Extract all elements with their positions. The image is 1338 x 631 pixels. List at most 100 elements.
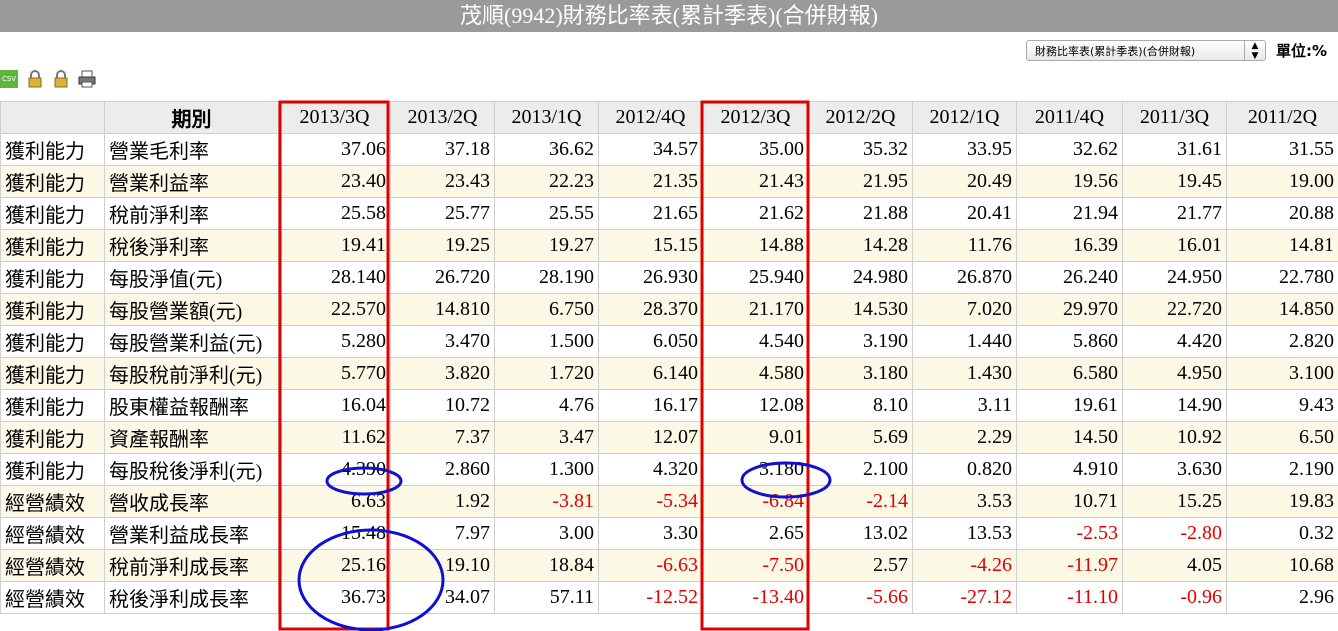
period-header: 2013/2Q (390, 101, 495, 134)
category-cell: 獲利能力 (0, 357, 105, 390)
header-cell (0, 101, 105, 134)
print-icon[interactable] (78, 70, 96, 88)
value-cell: 14.81 (1226, 229, 1338, 262)
category-cell: 經營績效 (0, 581, 105, 614)
data-row: 獲利能力 每股營業利益(元) 5.280 3.470 1.500 6.050 4.540 3.… (0, 325, 1338, 358)
title-bar: 茂順(9942)財務比率表(累計季表)(合併財報) (0, 0, 1338, 32)
value-cell: 5.69 (808, 421, 913, 454)
item-cell: 每股稅前淨利(元) (104, 357, 279, 390)
value-cell: -13.40 (702, 581, 809, 614)
value-cell: 5.860 (1016, 325, 1123, 358)
data-row: 獲利能力 每股稅後淨利(元) 4.390 2.860 1.300 4.320 3.180 2.… (0, 453, 1338, 486)
data-row: 經營績效 稅後淨利成長率 36.73 34.07 57.11 -12.52 -13.40 -5… (0, 581, 1338, 614)
value-cell: 15.15 (598, 229, 703, 262)
value-cell: 18.84 (494, 549, 599, 582)
value-cell: 4.540 (702, 325, 809, 358)
value-cell: 16.17 (598, 389, 703, 422)
data-row: 獲利能力 股東權益報酬率 16.04 10.72 4.76 16.17 12.08 8.10 3… (0, 389, 1338, 422)
value-cell: 1.300 (494, 453, 599, 486)
category-cell: 獲利能力 (0, 421, 105, 454)
report-select[interactable]: 財務比率表(累計季表)(合併財報) ▲ ▼ (1026, 40, 1266, 61)
value-cell: 21.77 (1122, 197, 1227, 230)
item-cell: 營業毛利率 (104, 133, 279, 166)
value-cell: -7.50 (702, 549, 809, 582)
period-header: 2011/2Q (1226, 101, 1338, 134)
select-arrow: ▲ ▼ (1244, 41, 1265, 61)
value-cell: 28.370 (598, 293, 703, 326)
value-cell: 20.41 (912, 197, 1017, 230)
value-cell: 21.170 (702, 293, 809, 326)
value-cell: 6.750 (494, 293, 599, 326)
item-cell: 每股營業額(元) (104, 293, 279, 326)
value-cell: 14.90 (1122, 389, 1227, 422)
item-cell: 營業利益率 (104, 165, 279, 198)
value-cell: 5.770 (278, 357, 391, 390)
period-header: 2012/3Q (702, 101, 809, 134)
value-cell: 36.73 (278, 581, 391, 614)
csv-button[interactable]: CSV (0, 70, 18, 88)
period-header: 2013/3Q (278, 101, 391, 134)
period-header: 2011/4Q (1016, 101, 1123, 134)
category-cell: 獲利能力 (0, 133, 105, 166)
value-cell: 19.10 (390, 549, 495, 582)
value-cell: 32.62 (1016, 133, 1123, 166)
data-row: 經營績效 營收成長率 6.63 1.92 -3.81 -5.34 -6.84 -2.14 3.5… (0, 485, 1338, 518)
value-cell: 14.50 (1016, 421, 1123, 454)
value-cell: 9.01 (702, 421, 809, 454)
period-header: 2012/4Q (598, 101, 703, 134)
value-cell: 3.30 (598, 517, 703, 550)
value-cell: 14.810 (390, 293, 495, 326)
value-cell: 4.580 (702, 357, 809, 390)
value-cell: 9.43 (1226, 389, 1338, 422)
value-cell: 7.020 (912, 293, 1017, 326)
value-cell: 1.440 (912, 325, 1017, 358)
value-cell: -6.63 (598, 549, 703, 582)
item-cell: 每股營業利益(元) (104, 325, 279, 358)
item-cell: 稅前淨利成長率 (104, 549, 279, 582)
value-cell: 3.00 (494, 517, 599, 550)
category-cell: 獲利能力 (0, 229, 105, 262)
value-cell: -0.96 (1122, 581, 1227, 614)
value-cell: 11.76 (912, 229, 1017, 262)
value-cell: 3.53 (912, 485, 1017, 518)
value-cell: 25.58 (278, 197, 391, 230)
header-row: 期別 2013/3Q 2013/2Q 2013/1Q 2012/4Q 2012/3Q 201… (0, 101, 1338, 134)
value-cell: 19.83 (1226, 485, 1338, 518)
value-cell: 21.65 (598, 197, 703, 230)
value-cell: 6.050 (598, 325, 703, 358)
data-row: 經營績效 營業利益成長率 15.48 7.97 3.00 3.30 2.65 13.02 13.… (0, 517, 1338, 550)
value-cell: 19.27 (494, 229, 599, 262)
value-cell: -6.84 (702, 485, 809, 518)
value-cell: 3.47 (494, 421, 599, 454)
lock-icon[interactable] (52, 70, 70, 88)
lock-icon[interactable] (26, 70, 44, 88)
value-cell: -5.66 (808, 581, 913, 614)
value-cell: 1.500 (494, 325, 599, 358)
header-cell: 期別 (104, 101, 279, 134)
value-cell: 3.100 (1226, 357, 1338, 390)
value-cell: 22.570 (278, 293, 391, 326)
value-cell: 3.630 (1122, 453, 1227, 486)
value-cell: 4.390 (278, 453, 391, 486)
value-cell: 26.930 (598, 261, 703, 294)
category-cell: 獲利能力 (0, 293, 105, 326)
value-cell: 21.35 (598, 165, 703, 198)
data-row: 獲利能力 營業毛利率 37.06 37.18 36.62 34.57 35.00 35.32 3… (0, 133, 1338, 166)
value-cell: 5.280 (278, 325, 391, 358)
value-cell: 25.16 (278, 549, 391, 582)
value-cell: 13.02 (808, 517, 913, 550)
value-cell: 2.65 (702, 517, 809, 550)
value-cell: 6.50 (1226, 421, 1338, 454)
value-cell: 20.88 (1226, 197, 1338, 230)
value-cell: 10.71 (1016, 485, 1123, 518)
value-cell: 35.00 (702, 133, 809, 166)
value-cell: 15.25 (1122, 485, 1227, 518)
value-cell: 21.43 (702, 165, 809, 198)
value-cell: 19.41 (278, 229, 391, 262)
value-cell: 12.07 (598, 421, 703, 454)
value-cell: 10.92 (1122, 421, 1227, 454)
value-cell: 33.95 (912, 133, 1017, 166)
value-cell: 31.55 (1226, 133, 1338, 166)
value-cell: 37.18 (390, 133, 495, 166)
